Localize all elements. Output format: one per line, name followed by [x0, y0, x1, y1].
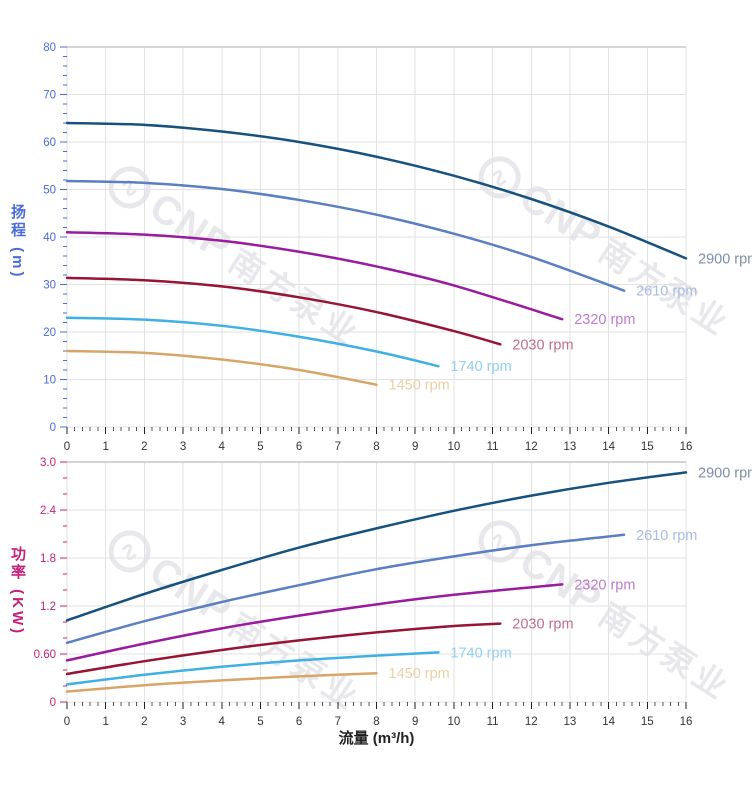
power-chart-grid: [66, 461, 687, 703]
x-tick-label: 5: [257, 716, 263, 728]
x-tick-label: 6: [296, 441, 302, 453]
x-tick-label: 11: [487, 716, 499, 728]
x-tick-label: 9: [412, 441, 418, 453]
power-chart-x-tick-labels: 0 1 2 3 4 5 6 7 8 9 10 11 12 13 14 15 16: [64, 716, 693, 728]
x-tick-label: 8: [373, 716, 379, 728]
curve-2900rpm: [65, 471, 688, 622]
x-tick-label: 4: [219, 716, 226, 728]
x-tick-label: 5: [257, 441, 263, 453]
x-tick-label: 2: [141, 716, 147, 728]
curve-label-2320rpm: 2320 rpm: [574, 577, 635, 593]
head-chart-x-tick-labels: 0 1 2 3 4 5 6 7 8 9 10 11 12 13 14 15 16: [64, 441, 693, 453]
curve-2610rpm: [65, 533, 626, 645]
curve-1450rpm: [65, 349, 378, 386]
curve-2900rpm: [65, 121, 688, 260]
y-tick-label: 1.8: [40, 553, 56, 565]
x-tick-label: 2: [141, 441, 147, 453]
power-chart-ticks: [60, 461, 687, 709]
x-tick-label: 7: [335, 441, 341, 453]
curve-label-2030rpm: 2030 rpm: [512, 617, 573, 633]
curve-2030rpm: [65, 276, 502, 346]
y-tick-label: 60: [43, 137, 56, 149]
x-tick-label: 14: [602, 441, 615, 453]
x-tick-label: 11: [487, 441, 499, 453]
curve-2320rpm: [65, 583, 564, 662]
y-tick-label: 3.0: [40, 457, 56, 469]
x-tick-label: 1: [102, 716, 108, 728]
curve-1740rpm: [65, 316, 440, 368]
flow-axis-title: 流量 (m³/h): [338, 730, 415, 747]
x-tick-label: 16: [680, 716, 693, 728]
x-tick-label: 1: [102, 441, 108, 453]
curve-label-1450rpm: 1450 rpm: [389, 378, 450, 394]
y-tick-label: 0: [50, 697, 56, 709]
x-tick-label: 15: [641, 441, 654, 453]
x-tick-label: 3: [180, 441, 186, 453]
power-chart-y-tick-labels: 0 0.60 1.2 1.8 2.4 3.0: [34, 457, 57, 709]
y-tick-label: 0.60: [34, 649, 56, 661]
head-chart-grid: [66, 46, 687, 428]
x-tick-label: 0: [64, 441, 70, 453]
y-tick-label: 0: [50, 422, 56, 434]
x-tick-label: 14: [602, 716, 615, 728]
y-tick-label: 10: [43, 375, 56, 387]
x-tick-label: 16: [680, 441, 693, 453]
x-tick-label: 12: [525, 716, 538, 728]
curve-label-2320rpm: 2320 rpm: [574, 312, 635, 328]
power-chart-curves: [65, 471, 688, 693]
y-tick-label: 50: [43, 185, 56, 197]
x-tick-label: 10: [447, 441, 460, 453]
x-tick-label: 8: [373, 441, 379, 453]
curve-label-1740rpm: 1740 rpm: [450, 359, 511, 375]
head-chart-ticks: [60, 46, 687, 434]
y-tick-label: 70: [43, 90, 56, 102]
curve-2030rpm: [65, 622, 502, 676]
x-tick-label: 9: [412, 716, 418, 728]
curve-label-1450rpm: 1450 rpm: [389, 666, 450, 682]
curve-2610rpm: [65, 179, 626, 292]
y-tick-label: 1.2: [40, 601, 56, 613]
x-tick-label: 6: [296, 716, 302, 728]
curve-label-2900rpm: 2900 rpm: [698, 465, 752, 481]
head-chart-y-tick-labels: 0 10 20 30 40 50 60 70 80: [43, 42, 56, 434]
curve-label-2610rpm: 2610 rpm: [636, 284, 697, 300]
x-tick-label: 15: [641, 716, 654, 728]
x-tick-label: 10: [447, 716, 460, 728]
y-tick-label: 80: [43, 42, 56, 54]
curve-1450rpm: [65, 671, 378, 693]
x-tick-label: 7: [335, 716, 341, 728]
x-tick-label: 3: [180, 716, 186, 728]
curve-1740rpm: [65, 651, 440, 686]
x-tick-label: 13: [564, 441, 577, 453]
y-tick-label: 2.4: [40, 505, 57, 517]
power-axis-title: 功率 (KW): [9, 546, 26, 637]
curve-label-2030rpm: 2030 rpm: [512, 337, 573, 353]
head-axis-title: 扬程 (m): [9, 204, 26, 280]
curve-2320rpm: [65, 231, 564, 321]
curve-label-2610rpm: 2610 rpm: [636, 528, 697, 544]
y-tick-label: 30: [43, 280, 56, 292]
x-tick-label: 0: [64, 716, 70, 728]
head-chart-curves: [65, 121, 688, 386]
y-tick-label: 20: [43, 327, 56, 339]
y-tick-label: 40: [43, 232, 56, 244]
x-tick-label: 12: [525, 441, 538, 453]
x-tick-label: 13: [564, 716, 577, 728]
curve-label-2900rpm: 2900 rpm: [698, 251, 752, 267]
x-tick-label: 4: [219, 441, 226, 453]
curve-label-1740rpm: 1740 rpm: [450, 645, 511, 661]
